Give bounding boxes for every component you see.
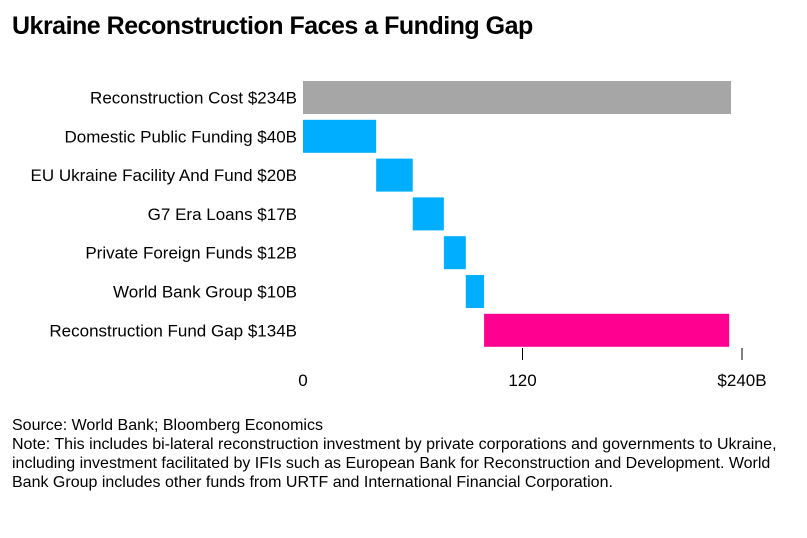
category-label-g7-era-loans-17b: G7 Era Loans $17B — [148, 205, 297, 224]
bar-reconstruction-fund-gap-134b — [484, 313, 730, 347]
tick-label-0: 0 — [298, 371, 307, 390]
source-text: Source: World Bank; Bloomberg Economics — [12, 417, 323, 434]
bar-reconstruction-cost-234b — [303, 81, 732, 114]
bar-eu-ukraine-facility-and-fund-20b — [376, 158, 413, 192]
bars — [303, 81, 732, 347]
category-labels: Reconstruction Cost $234B Domestic Public… — [31, 89, 297, 341]
waterfall-chart: Reconstruction Cost $234B Domestic Public… — [31, 81, 767, 390]
tick-label-240b: $240B — [717, 371, 766, 390]
bar-private-foreign-funds-12b — [443, 236, 466, 270]
bar-world-bank-group-10b — [465, 275, 485, 308]
note-text: Note: This includes bi-lateral reconstru… — [12, 436, 777, 491]
category-label-domestic-public-funding-40b: Domestic Public Funding $40B — [65, 127, 297, 146]
chart-footer: Source: World Bank; Bloomberg Economics … — [12, 416, 792, 492]
bar-domestic-public-funding-40b — [303, 119, 377, 153]
category-label-world-bank-group-10b: World Bank Group $10B — [113, 283, 297, 302]
category-label-reconstruction-fund-gap-134b: Reconstruction Fund Gap $134B — [49, 321, 297, 340]
category-label-eu-ukraine-facility-and-fund-20b: EU Ukraine Facility And Fund $20B — [31, 166, 297, 185]
tick-label-120: 120 — [508, 371, 536, 390]
category-label-reconstruction-cost-234b: Reconstruction Cost $234B — [90, 89, 297, 108]
category-label-private-foreign-funds-12b: Private Foreign Funds $12B — [85, 244, 297, 263]
bar-g7-era-loans-17b — [412, 197, 444, 231]
x-axis: 0 120 $240B — [298, 348, 767, 390]
chart-title: Ukraine Reconstruction Faces a Funding G… — [12, 12, 533, 40]
